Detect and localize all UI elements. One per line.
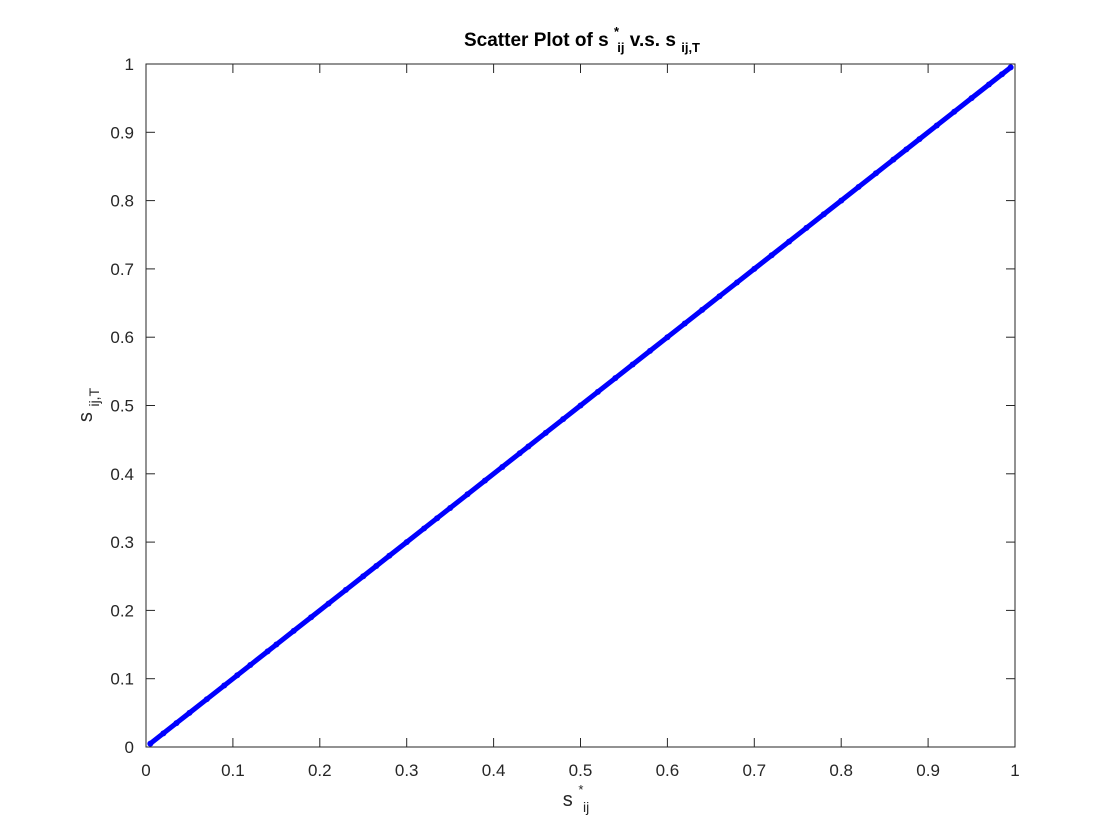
scatter-point — [577, 402, 584, 409]
y-tick-label: 0.2 — [110, 601, 134, 620]
scatter-point — [733, 279, 740, 286]
x-label-symbol: s — [563, 789, 573, 811]
plot-area-frame — [145, 63, 1016, 748]
scatter-point — [903, 146, 910, 153]
scatter-point — [768, 252, 775, 259]
scatter-point — [985, 81, 992, 88]
scatter-point — [872, 170, 879, 177]
scatter-point — [1007, 64, 1014, 71]
scatter-point — [160, 730, 167, 737]
scatter-point — [525, 443, 532, 450]
scatter-point — [933, 122, 940, 129]
scatter-point — [273, 641, 280, 648]
x-tick-label: 0.9 — [916, 761, 940, 780]
x-tick-label: 0.5 — [569, 761, 593, 780]
scatter-point — [499, 463, 506, 470]
x-tick-label: 0.4 — [482, 761, 506, 780]
y-tick-label: 0.7 — [110, 260, 134, 279]
scatter-point — [855, 183, 862, 190]
scatter-point — [464, 491, 471, 498]
title-y-symbol: s — [665, 30, 676, 51]
y-tick-label: 0 — [125, 738, 134, 757]
scatter-point — [186, 709, 193, 716]
x-tick-label: 0.7 — [742, 761, 766, 780]
y-axis-label: s ij,T — [75, 387, 102, 422]
scatter-point — [838, 197, 845, 204]
scatter-point — [699, 306, 706, 313]
scatter-point — [308, 614, 315, 621]
title-x-subscript: ij — [617, 40, 624, 55]
x-tick-label: 0.8 — [829, 761, 853, 780]
scatter-point — [290, 627, 297, 634]
y-tick-label: 0.9 — [110, 123, 134, 142]
y-tick-labels: 0 0.1 0.2 0.3 0.4 0.5 0.6 0.7 0.8 0.9 1 — [110, 55, 134, 757]
x-label-subscript: ij — [583, 799, 589, 815]
title-x-superscript: * — [614, 24, 620, 39]
scatter-point — [173, 720, 180, 727]
scatter-point — [421, 525, 428, 532]
scatter-point — [803, 224, 810, 231]
data-points — [147, 64, 1014, 747]
x-axis-label: s * ij — [563, 777, 589, 815]
scatter-point — [629, 361, 636, 368]
scatter-point — [786, 238, 793, 245]
scatter-point — [434, 515, 441, 522]
title-x-symbol: s — [598, 30, 609, 51]
scatter-point — [612, 375, 619, 382]
scatter-point — [447, 504, 454, 511]
chart-title: Scatter Plot of s * ij v.s. s ij,T — [464, 20, 700, 57]
y-tick-label: 1 — [125, 55, 134, 74]
x-tick-label: 0.1 — [221, 761, 245, 780]
title-y-subscript: ij,T — [681, 40, 700, 55]
x-tick-label: 0.2 — [308, 761, 332, 780]
scatter-point — [264, 648, 271, 655]
scatter-point — [998, 71, 1005, 78]
scatter-point — [147, 740, 154, 747]
scatter-point — [664, 334, 671, 341]
y-tick-label: 0.8 — [110, 192, 134, 211]
scatter-point — [542, 429, 549, 436]
scatter-point — [681, 320, 688, 327]
scatter-point — [647, 347, 654, 354]
x-tick-label: 0.3 — [395, 761, 419, 780]
scatter-point — [342, 586, 349, 593]
x-label-superscript: * — [578, 782, 583, 797]
scatter-point — [968, 95, 975, 102]
x-tick-label: 0 — [141, 761, 150, 780]
title-middle: v.s. — [630, 30, 666, 51]
x-tick-labels: 0 0.1 0.2 0.3 0.4 0.5 0.6 0.7 0.8 0.9 1 — [141, 761, 1019, 780]
y-tick-label: 0.1 — [110, 670, 134, 689]
y-label-symbol: s — [75, 412, 97, 422]
scatter-point — [373, 563, 380, 570]
scatter-point — [386, 552, 393, 559]
scatter-point — [560, 416, 567, 423]
scatter-point — [481, 477, 488, 484]
x-tick-label: 0.6 — [656, 761, 680, 780]
scatter-point — [247, 662, 254, 669]
scatter-point — [594, 388, 601, 395]
scatter-point — [716, 293, 723, 300]
y-tick-label: 0.4 — [110, 465, 134, 484]
scatter-point — [916, 136, 923, 143]
y-label-subscript: ij,T — [86, 387, 102, 406]
title-prefix: Scatter Plot of — [464, 30, 598, 51]
scatter-point — [820, 211, 827, 218]
x-tick-label: 1 — [1010, 761, 1019, 780]
scatter-point — [360, 573, 367, 580]
scatter-point — [203, 696, 210, 703]
y-tick-label: 0.5 — [110, 397, 134, 416]
y-tick-label: 0.3 — [110, 533, 134, 552]
scatter-point — [234, 672, 241, 679]
scatter-point — [221, 682, 228, 689]
scatter-point — [890, 156, 897, 163]
scatter-point — [325, 600, 332, 607]
scatter-point — [403, 539, 410, 546]
scatter-point — [951, 108, 958, 115]
scatter-point — [516, 450, 523, 457]
scatter-point — [751, 265, 758, 272]
y-tick-label: 0.6 — [110, 328, 134, 347]
